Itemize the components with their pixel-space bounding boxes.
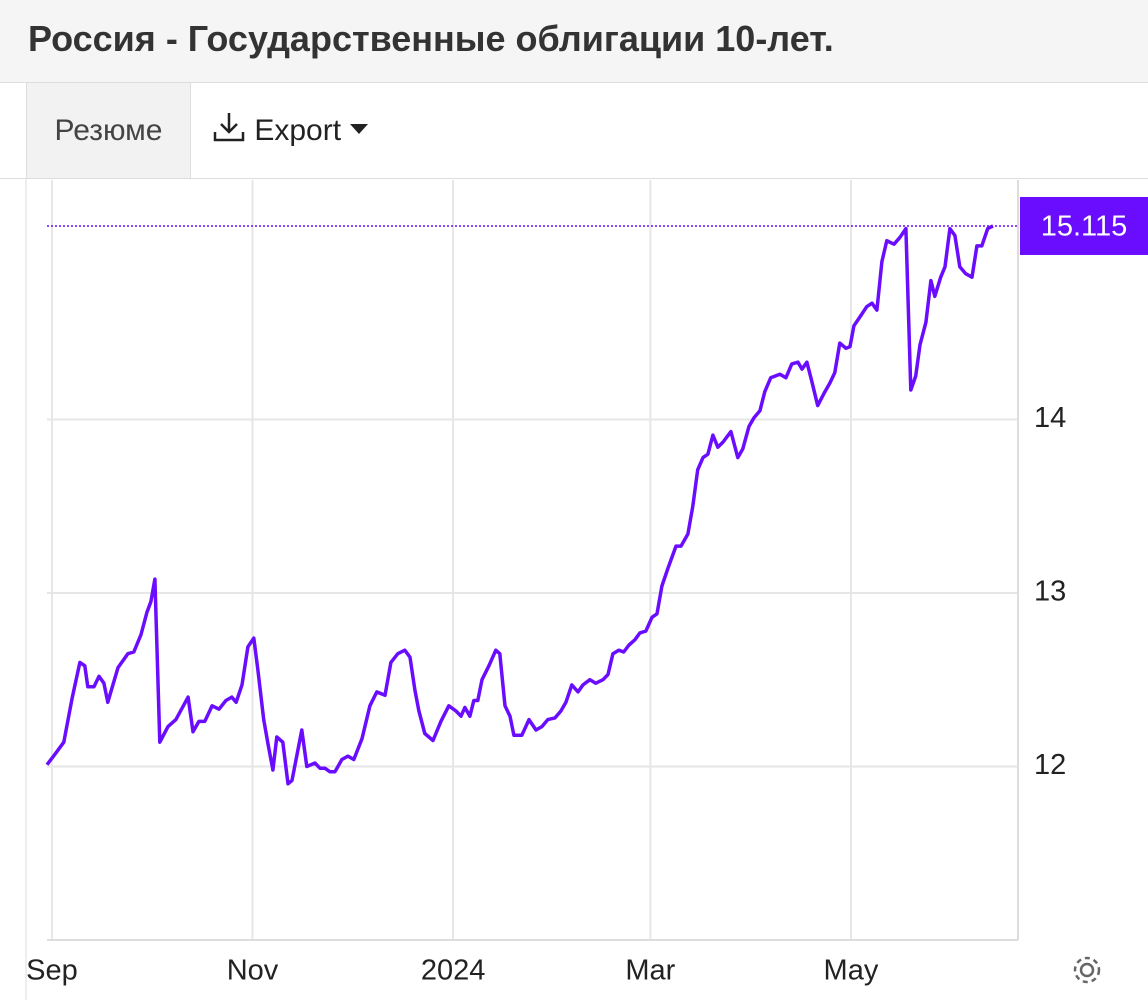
tab[interactable]: Резюме — [26, 83, 191, 178]
caret — [350, 124, 369, 134]
export-button[interactable]: Export — [212, 83, 369, 178]
y-tick-label: 13 — [1034, 576, 1066, 608]
download-icon — [213, 113, 245, 142]
page-title: Россия - Государственные облигации 10-ле… — [28, 18, 834, 59]
x-tick-label: Sep — [26, 955, 78, 987]
line-series — [45, 224, 994, 786]
x-tick-label: May — [824, 955, 879, 987]
last-value-label: 15.115 — [1041, 211, 1128, 243]
x-tick-label: Nov — [227, 955, 279, 987]
tab-bar: Резюме Export — [0, 83, 1148, 179]
header: Россия - Государственные облигации 10-ле… — [0, 0, 1148, 83]
y-tick-label: 14 — [1034, 402, 1066, 434]
last-value-box — [1020, 196, 1148, 255]
export-label: Export — [254, 114, 342, 147]
y-tick-label: 12 — [1034, 749, 1066, 781]
x-tick-label: 2024 — [421, 955, 486, 987]
x-tick-label: Mar — [625, 955, 675, 987]
settings-icon[interactable] — [1073, 956, 1101, 984]
